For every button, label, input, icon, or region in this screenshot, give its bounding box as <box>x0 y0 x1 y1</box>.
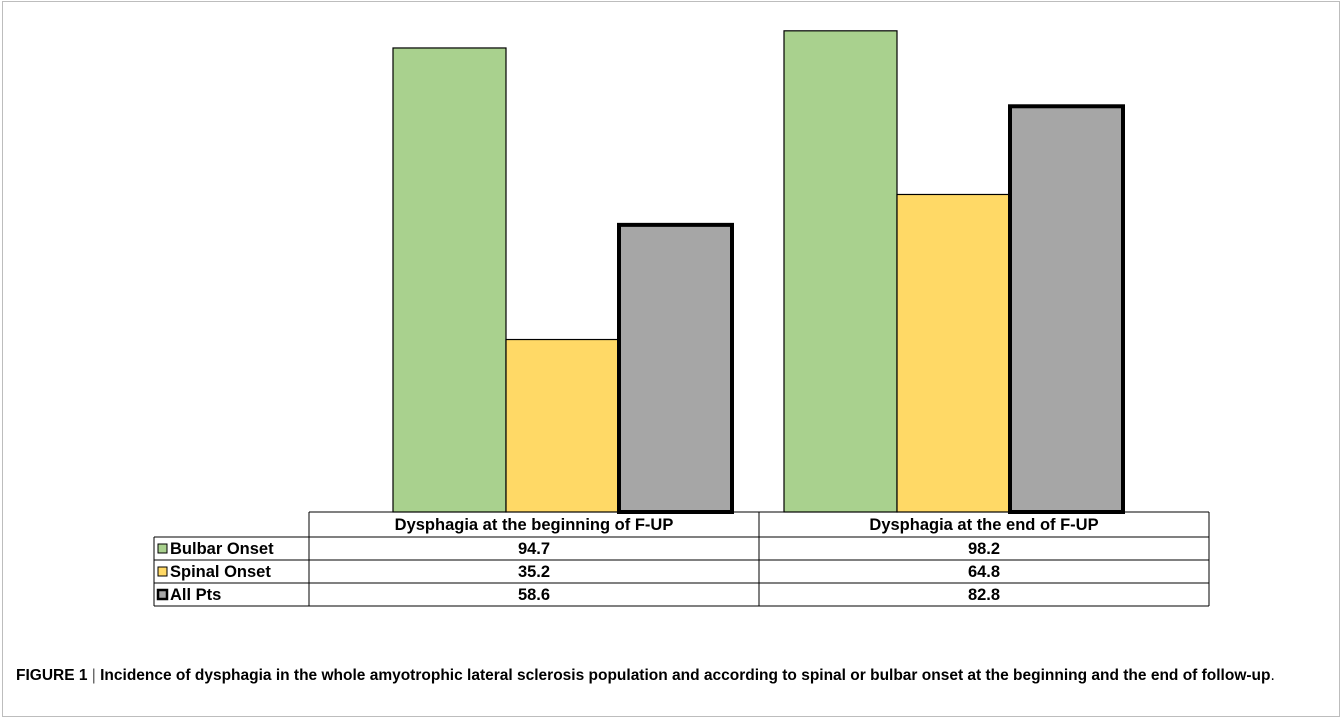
value-label-spinal-onset-2: 64.8 <box>968 563 1000 581</box>
category-label-2: Dysphagia at the end of F-UP <box>869 516 1098 534</box>
category-label-1: Dysphagia at the beginning of F-UP <box>395 516 674 534</box>
series-label-bulbar-onset: Bulbar Onset <box>170 540 274 558</box>
bars-group <box>392 30 1125 515</box>
series-label-all-pts: All Pts <box>170 586 221 604</box>
bar-spinal-onset-2 <box>896 193 1011 513</box>
legend-key-all-pts <box>156 588 169 601</box>
value-label-spinal-onset-1: 35.2 <box>518 563 550 581</box>
series-label-spinal-onset: Spinal Onset <box>170 563 271 581</box>
bar-all-pts-2 <box>1008 104 1125 514</box>
caption-end: . <box>1270 667 1275 684</box>
caption-label: FIGURE 1 <box>16 667 88 684</box>
value-label-all-pts-1: 58.6 <box>518 586 550 604</box>
bar-chart: Dysphagia at the beginning of F-UP Dyspha… <box>153 30 1210 607</box>
bar-spinal-onset-1 <box>505 338 620 513</box>
bar-all-pts-1 <box>617 222 734 515</box>
caption-separator: | <box>87 667 101 684</box>
legend-key-bulbar-onset <box>157 543 168 554</box>
value-label-bulbar-onset-1: 94.7 <box>518 540 550 558</box>
caption-text: Incidence of dysphagia in the whole amyo… <box>100 667 1271 684</box>
figure-caption: FIGURE 1 | Incidence of dysphagia in the… <box>16 665 1326 686</box>
bar-bulbar-onset-1 <box>392 47 507 513</box>
value-label-bulbar-onset-2: 98.2 <box>968 540 1000 558</box>
bar-bulbar-onset-2 <box>783 30 898 513</box>
data-table: Dysphagia at the beginning of F-UP Dyspha… <box>153 511 1210 607</box>
legend-key-spinal-onset <box>157 566 168 577</box>
value-label-all-pts-2: 82.8 <box>968 586 1000 604</box>
